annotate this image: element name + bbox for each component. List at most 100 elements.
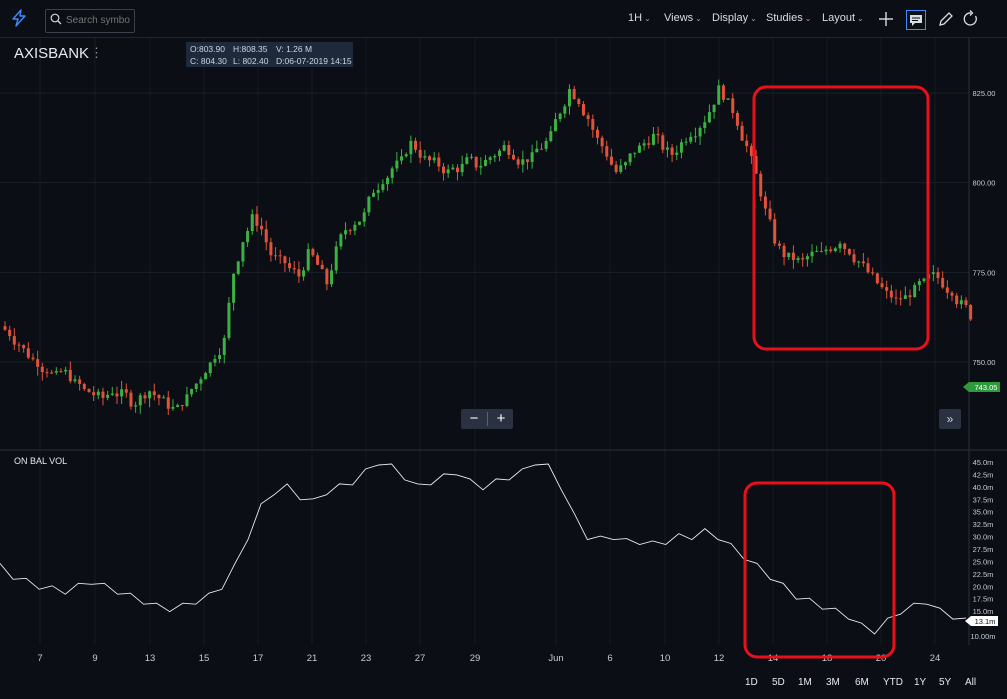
candle-body — [358, 221, 362, 225]
lightning-logo-icon[interactable] — [10, 9, 28, 27]
price-tick-label: 750.00 — [973, 358, 996, 367]
candle-body — [899, 298, 903, 300]
obv-line — [0, 463, 967, 635]
candle-body — [470, 156, 474, 158]
candle-body — [693, 136, 697, 138]
candle-body — [759, 173, 763, 197]
candle-body — [577, 99, 581, 105]
candle-body — [395, 160, 399, 169]
candle-body — [642, 143, 646, 146]
indicator-label[interactable]: ON BAL VOL — [14, 456, 68, 466]
pencil-icon[interactable] — [936, 9, 956, 29]
obv-tick-label: 17.5m — [973, 595, 994, 604]
candle-body — [330, 270, 334, 285]
candle-body — [586, 115, 590, 120]
candle-body — [59, 371, 63, 373]
display-menu[interactable]: Display ⌄ — [712, 12, 757, 24]
candle-body — [404, 154, 408, 157]
range-button-ytd[interactable]: YTD — [883, 677, 903, 688]
candle-body — [913, 285, 917, 298]
candle-body — [941, 277, 945, 288]
candle-body — [437, 157, 441, 167]
candle-body — [623, 162, 627, 166]
candle-body — [866, 263, 870, 273]
candle-body — [418, 149, 422, 158]
candle-body — [36, 359, 40, 367]
candle-body — [726, 98, 730, 100]
range-button-1m[interactable]: 1M — [798, 677, 812, 688]
range-button-5y[interactable]: 5Y — [939, 677, 952, 688]
range-button-5d[interactable]: 5D — [772, 677, 785, 688]
views-menu[interactable]: Views ⌄ — [664, 12, 702, 24]
candle-body — [348, 230, 352, 232]
candle-body — [96, 391, 100, 396]
candle-body — [110, 393, 114, 395]
symbol-label[interactable]: AXISBANK — [14, 45, 90, 62]
candle-body — [138, 395, 142, 406]
candle-body — [400, 156, 404, 161]
candle-body — [106, 394, 110, 398]
candle-body — [157, 395, 161, 399]
candle-body — [124, 389, 128, 393]
candle-body — [969, 304, 973, 320]
zoom-in-button[interactable]: + — [496, 410, 506, 427]
candle-body — [665, 147, 669, 150]
candle-body — [246, 230, 250, 243]
search-input[interactable] — [66, 12, 130, 28]
candle-body — [288, 263, 292, 269]
candle-body — [558, 113, 562, 120]
candle-body — [255, 214, 259, 226]
candle-body — [362, 212, 366, 222]
candle-body — [773, 219, 777, 244]
more-options-icon[interactable]: ⋮ — [90, 45, 103, 60]
obv-tick-label: 10.00m — [970, 632, 995, 641]
studies-menu[interactable]: Studies ⌄ — [766, 12, 811, 24]
candle-body — [600, 137, 604, 147]
range-button-all[interactable]: All — [965, 677, 977, 688]
candle-body — [796, 257, 800, 260]
candle-body — [651, 133, 655, 145]
candle-body — [283, 256, 287, 264]
candle-body — [460, 163, 464, 173]
zoom-out-button[interactable]: − — [469, 410, 479, 427]
range-button-3m[interactable]: 3M — [826, 677, 840, 688]
chevron-down-icon: ⌄ — [804, 14, 812, 23]
candle-body — [78, 379, 82, 384]
candle-body — [241, 242, 245, 262]
price-tick-label: 825.00 — [973, 89, 996, 98]
refresh-icon[interactable] — [961, 9, 981, 29]
interval-menu[interactable]: 1H ⌄ — [628, 12, 651, 24]
candle-body — [40, 366, 44, 373]
obv-last-tag: 13.1m — [965, 616, 998, 626]
candle-body — [73, 379, 77, 382]
range-button-1y[interactable]: 1Y — [914, 677, 927, 688]
time-tick-label: 9 — [92, 653, 97, 664]
candle-body — [120, 389, 124, 397]
candle-body — [129, 392, 133, 407]
price-tick-label: 775.00 — [973, 268, 996, 277]
candle-body — [647, 143, 651, 145]
candle-body — [721, 85, 725, 100]
obv-axis: 45.0m 42.5m 40.0m 37.5m 35.0m 32.5m 30.0m 27.5m… — [970, 458, 995, 641]
crosshair-icon[interactable] — [876, 9, 896, 29]
last-price-tag: 743.05 — [963, 382, 1000, 392]
candle-body — [698, 127, 702, 137]
obv-tick-label: 30.0m — [973, 533, 994, 542]
range-button-6m[interactable]: 6M — [855, 677, 869, 688]
candle-body — [92, 392, 96, 396]
search-icon — [50, 13, 62, 25]
candle-body — [269, 242, 273, 256]
symbol-search[interactable] — [45, 9, 135, 33]
obv-tick-label: 22.5m — [973, 570, 994, 579]
candle-body — [302, 270, 306, 277]
candle-body — [684, 141, 688, 143]
candle-body — [670, 147, 674, 155]
comment-icon[interactable] — [906, 10, 926, 30]
layout-menu[interactable]: Layout ⌄ — [822, 12, 864, 24]
scroll-to-latest-button[interactable]: » — [939, 409, 961, 429]
candle-body — [787, 252, 791, 258]
candle-body — [535, 148, 539, 153]
range-button-1d[interactable]: 1D — [745, 677, 758, 688]
time-tick-label: 21 — [307, 653, 318, 664]
